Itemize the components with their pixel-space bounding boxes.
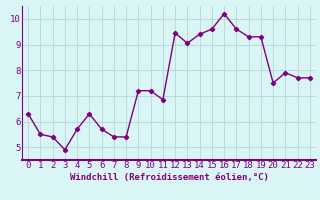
X-axis label: Windchill (Refroidissement éolien,°C): Windchill (Refroidissement éolien,°C) [69, 173, 268, 182]
